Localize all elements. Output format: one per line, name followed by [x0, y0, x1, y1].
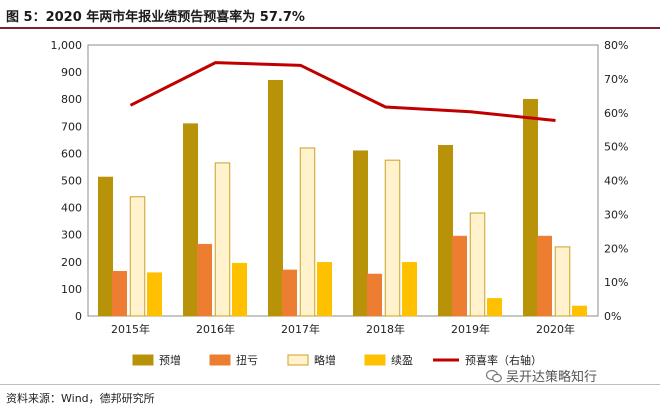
y2-tick-label: 10% [604, 276, 628, 289]
y-tick-label: 0 [75, 310, 82, 323]
legend-swatch-扭亏 [209, 354, 231, 366]
legend-swatch-续盈 [364, 354, 386, 366]
y2-tick-label: 30% [604, 208, 628, 221]
bar-略增 [384, 159, 401, 317]
plot-frame [87, 44, 599, 317]
bar-预增 [438, 145, 453, 317]
y-tick-label: 600 [61, 147, 82, 160]
source-note: 资料来源：Wind，德邦研究所 [6, 392, 155, 405]
x-tick-label: 2017年 [281, 322, 320, 336]
bar-预增 [98, 176, 113, 317]
bar-略增 [469, 212, 486, 317]
bar-略增 [129, 196, 146, 317]
legend-swatch-略增 [287, 354, 309, 366]
bar-扭亏 [452, 235, 467, 317]
y-tick-label: 400 [61, 202, 82, 215]
x-tick-label: 2018年 [366, 322, 405, 336]
y-tick-label: 700 [61, 120, 82, 133]
legend-label: 续盈 [391, 353, 413, 367]
wechat-icon [486, 369, 502, 383]
x-tick-label: 2019年 [451, 322, 490, 336]
bar-扭亏 [112, 271, 127, 317]
y-tick-label: 300 [61, 229, 82, 242]
x-tick-label: 2020年 [536, 322, 575, 336]
bar-预增 [268, 79, 283, 317]
y-tick-label: 800 [61, 93, 82, 106]
x-tick-label: 2015年 [111, 322, 150, 336]
bar-预增 [353, 150, 368, 317]
legend-label: 扭亏 [236, 353, 258, 367]
bar-扭亏 [197, 243, 212, 317]
x-tick-label: 2016年 [196, 322, 235, 336]
y2-tick-label: 60% [604, 107, 628, 120]
legend-label: 预喜率（右轴） [465, 353, 542, 367]
y2-tick-label: 20% [604, 242, 628, 255]
y-tick-label: 900 [61, 66, 82, 79]
legend: 预增 扭亏 略增 续盈 预喜率（右轴） [132, 353, 542, 367]
bar-略增 [554, 246, 571, 317]
bar-续盈 [147, 272, 162, 317]
y-tick-label: 100 [61, 283, 82, 296]
bar-续盈 [232, 262, 247, 317]
y2-tick-label: 40% [604, 175, 628, 188]
legend-label: 预增 [159, 353, 181, 367]
bar-续盈 [487, 298, 502, 317]
bar-略增 [299, 147, 316, 317]
bars-group [98, 79, 587, 317]
bar-续盈 [317, 262, 332, 317]
bar-略增 [214, 162, 231, 317]
y-tick-label: 500 [61, 175, 82, 188]
y-tick-label: 1,000 [51, 39, 83, 52]
axis-labels: 0 100 200 300 400 500 600 700 800 900 1,000 0% 10% 20… [51, 39, 629, 336]
watermark-text: 吴开达策略知行 [506, 370, 598, 385]
y2-tick-label: 80% [604, 39, 628, 52]
plot-border [87, 44, 599, 317]
title-divider [0, 27, 660, 29]
y2-tick-label: 70% [604, 73, 628, 86]
bar-续盈 [402, 262, 417, 317]
y2-tick-label: 0% [604, 310, 621, 323]
y-tick-label: 200 [61, 256, 82, 269]
watermark: 吴开达策略知行 [486, 366, 597, 385]
footer-divider [0, 384, 660, 385]
legend-label: 略增 [314, 353, 336, 367]
y2-tick-label: 50% [604, 141, 628, 154]
line-预喜率 [129, 61, 556, 123]
legend-swatch-预增 [132, 354, 154, 366]
bar-续盈 [572, 305, 587, 317]
bar-预增 [183, 123, 198, 317]
bar-扭亏 [537, 235, 552, 317]
bar-扭亏 [367, 273, 382, 317]
line-group [129, 61, 556, 123]
bar-扭亏 [282, 269, 297, 317]
chart-title: 图 5：2020 年两市年报业绩预告预喜率为 57.7% [6, 10, 305, 25]
bar-预增 [523, 98, 538, 317]
